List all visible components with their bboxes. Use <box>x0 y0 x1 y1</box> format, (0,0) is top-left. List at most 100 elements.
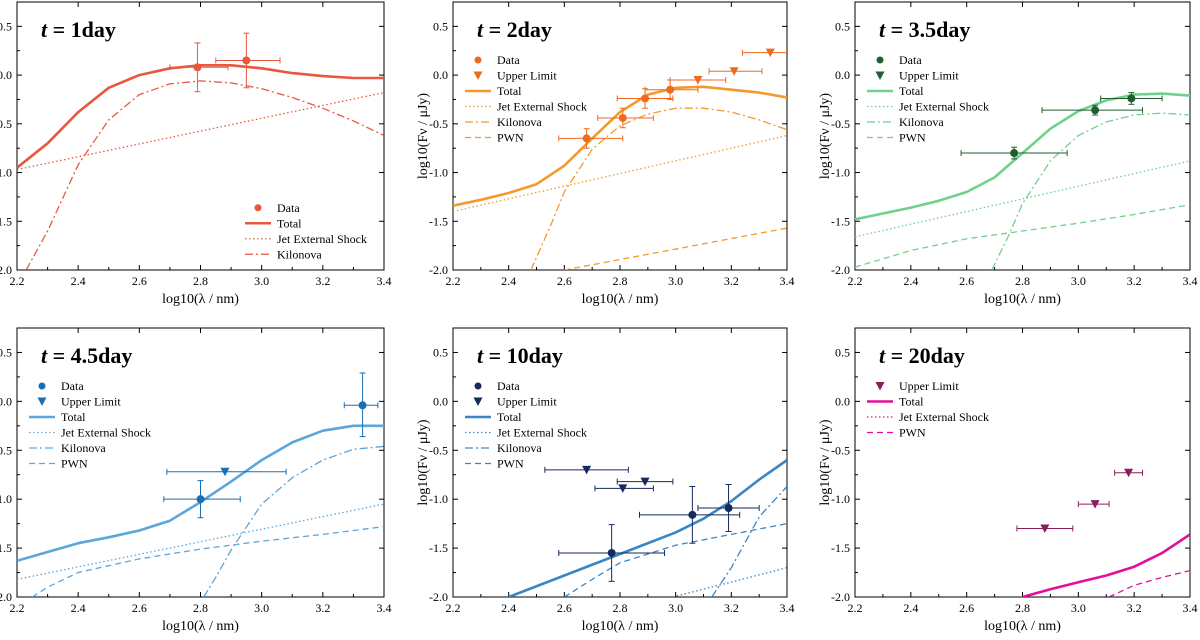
data-point <box>358 401 367 410</box>
panel-title: t = 4.5day <box>41 343 132 368</box>
x-tick-label: 3.4 <box>377 274 392 288</box>
legend-jet-label: Jet External Shock <box>497 426 587 440</box>
data-point <box>688 510 697 519</box>
legend-jet-label: Jet External Shock <box>899 410 989 424</box>
y-tick-label: -0.5 <box>429 443 448 457</box>
x-tick-label: 3.2 <box>724 274 739 288</box>
y-tick-label: -1.0 <box>429 166 448 180</box>
x-tick-label: 3.4 <box>1183 601 1198 615</box>
y-tick-label: -0.5 <box>831 117 850 131</box>
data-point <box>242 56 251 65</box>
plot-area <box>17 372 384 597</box>
legend-upper-marker <box>875 382 885 391</box>
legend-pwn-label: PWN <box>899 426 926 440</box>
legend-pwn-label: PWN <box>61 457 88 471</box>
x-tick-label: 3.0 <box>1071 601 1086 615</box>
y-tick-label: -1.5 <box>831 541 850 555</box>
y-tick-label: -1.5 <box>429 541 448 555</box>
x-tick-label: 2.8 <box>613 274 628 288</box>
pwn-curve <box>563 522 787 597</box>
y-tick-label: -1.5 <box>0 214 12 228</box>
legend-kilonova-label: Kilonova <box>497 115 542 129</box>
legend-jet-label: Jet External Shock <box>497 100 587 114</box>
panel-2: 2.2 2.4 2.6 2.8 3.0 3.2 3.4 -2.0 -1.5 -1.0 -0.5 0.0… <box>416 1 795 307</box>
panel-title-variable: t <box>879 17 886 42</box>
y-tick-label: 0.5 <box>433 345 448 359</box>
upper-limit-marker <box>640 477 650 487</box>
x-tick-label: 2.6 <box>557 601 572 615</box>
pwn-curve <box>564 227 787 270</box>
pwn-curve <box>1108 569 1190 597</box>
y-tick-label: -1.5 <box>429 214 448 228</box>
y-tick-label: -0.5 <box>831 443 850 457</box>
x-tick-label: 3.0 <box>668 601 683 615</box>
y-tick-label: -2.0 <box>831 590 850 604</box>
y-tick-label: -1.5 <box>831 214 850 228</box>
y-tick-label: 0.5 <box>433 19 448 33</box>
plot-area <box>855 92 1190 270</box>
x-tick-label: 2.4 <box>903 274 918 288</box>
y-axis-label: log10(Fν / μJy) <box>416 419 431 506</box>
y-tick-label: 0.0 <box>835 68 850 82</box>
legend-jet-label: Jet External Shock <box>899 100 989 114</box>
legend-upper-label: Upper Limit <box>899 69 959 83</box>
kilonova-curve <box>991 112 1190 270</box>
x-axis-label: log10(λ / nm) <box>984 619 1061 634</box>
data-point <box>618 113 627 122</box>
legend-total-label: Total <box>277 216 302 230</box>
x-tick-label: 3.0 <box>254 274 269 288</box>
y-tick-label: 0.0 <box>835 394 850 408</box>
x-tick-label: 2.6 <box>959 601 974 615</box>
legend-total-label: Total <box>899 395 924 409</box>
panel-title-value: = 10day <box>483 343 563 368</box>
panel-title: t = 20day <box>879 343 965 368</box>
legend-pwn-label: PWN <box>497 457 524 471</box>
legend-kilonova-label: Kilonova <box>497 441 542 455</box>
x-tick-label: 2.4 <box>903 601 918 615</box>
legend-data-marker <box>254 204 262 212</box>
x-tick-label: 2.2 <box>446 601 461 615</box>
x-tick-label: 3.4 <box>780 274 795 288</box>
x-tick-label: 2.6 <box>132 274 147 288</box>
panel-title-value: = 2day <box>483 17 552 42</box>
data-point <box>582 134 591 143</box>
plot-area <box>17 32 384 270</box>
total-curve <box>508 459 787 597</box>
y-tick-label: -2.0 <box>0 590 12 604</box>
data-point <box>196 495 205 504</box>
total-curve <box>1022 533 1190 597</box>
data-point <box>193 63 202 72</box>
legend-upper-marker <box>473 71 483 80</box>
x-axis-label: log10(λ / nm) <box>582 619 659 634</box>
pwn-curve <box>855 204 1190 268</box>
legend-data-marker <box>876 56 884 64</box>
legend-upper-marker <box>875 71 885 80</box>
plot-frame <box>854 327 1191 598</box>
x-tick-label: 3.4 <box>1183 274 1198 288</box>
legend-pwn-label: PWN <box>497 131 524 145</box>
x-tick-label: 2.2 <box>446 274 461 288</box>
panel-title-value: = 1day <box>47 17 116 42</box>
legend-upper-label: Upper Limit <box>61 395 121 409</box>
data-point <box>607 548 616 557</box>
upper-limit-marker <box>618 484 628 493</box>
y-tick-label: -1.0 <box>0 166 12 180</box>
pwn-curve <box>31 525 384 597</box>
x-tick-label: 3.4 <box>377 601 392 615</box>
jet-curve <box>855 160 1190 238</box>
legend-jet-label: Jet External Shock <box>61 426 151 440</box>
x-tick-label: 3.0 <box>254 601 269 615</box>
legend-jet-label: Jet External Shock <box>277 232 367 246</box>
x-tick-label: 3.2 <box>1127 601 1142 615</box>
legend-total-label: Total <box>497 84 522 98</box>
legend-upper-marker <box>37 397 47 406</box>
jet-curve <box>453 134 787 213</box>
upper-limit-marker <box>1090 500 1100 509</box>
y-tick-label: -2.0 <box>831 263 850 277</box>
upper-limit-marker <box>1124 468 1134 478</box>
kilonova-curve <box>203 445 384 597</box>
x-tick-label: 2.8 <box>613 601 628 615</box>
